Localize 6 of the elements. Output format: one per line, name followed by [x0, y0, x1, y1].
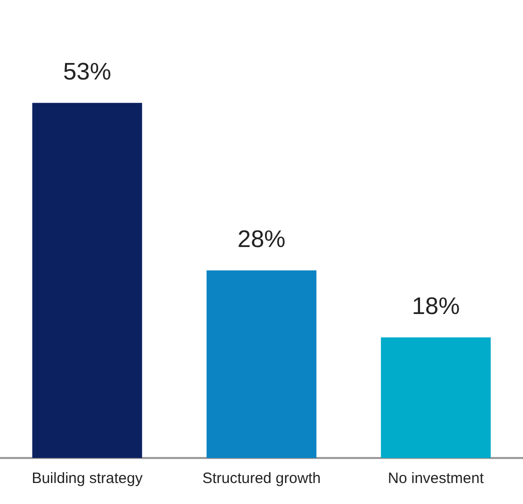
x-tick-label: No investment: [388, 470, 485, 488]
data-label: 53%: [63, 58, 112, 86]
data-label: 28%: [237, 226, 286, 254]
x-tick-label: Building strategy: [32, 470, 144, 488]
data-label: 18%: [412, 293, 460, 320]
x-tick-label: Structured growth: [202, 470, 321, 488]
